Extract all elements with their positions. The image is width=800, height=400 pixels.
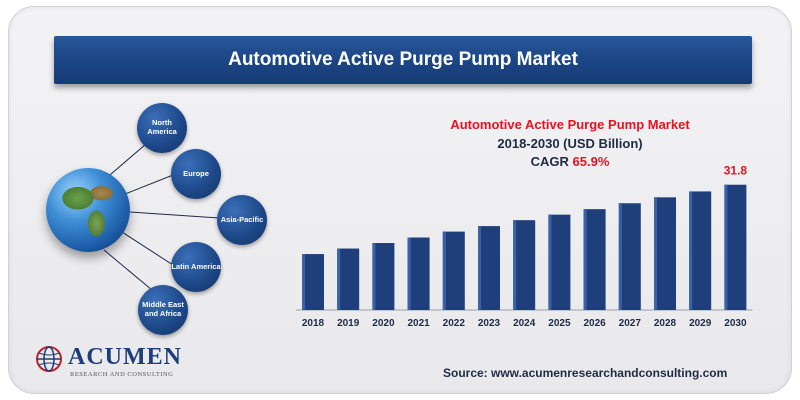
x-tick-label-2019: 2019 bbox=[337, 318, 360, 329]
x-tick-label-2021: 2021 bbox=[407, 318, 430, 329]
x-tick-label-2024: 2024 bbox=[513, 318, 536, 329]
logo-tagline: RESEARCH AND CONSULTING bbox=[70, 371, 174, 378]
bar-highlight-2022 bbox=[442, 231, 446, 310]
acumen-logo: ACUMEN RESEARCH AND CONSULTING bbox=[34, 342, 194, 382]
region-latin-america: Latin America bbox=[171, 242, 221, 292]
bar-highlight-2027 bbox=[618, 203, 622, 310]
region-north-america: North America bbox=[137, 103, 187, 153]
x-tick-label-2027: 2027 bbox=[619, 318, 642, 329]
region-middle-east-africa: Middle East and Africa bbox=[138, 285, 188, 335]
x-tick-label-2029: 2029 bbox=[689, 318, 712, 329]
chart-subtitle: 2018-2030 (USD Billion) bbox=[497, 136, 643, 151]
x-tick-label-2022: 2022 bbox=[443, 318, 466, 329]
bar-2030 bbox=[724, 184, 747, 310]
bar-highlight-2025 bbox=[548, 214, 552, 310]
x-tick-label-2028: 2028 bbox=[654, 318, 677, 329]
bar-highlight-2026 bbox=[583, 209, 587, 310]
banner-title: Automotive Active Purge Pump Market bbox=[54, 36, 752, 84]
x-tick-label-2025: 2025 bbox=[548, 318, 571, 329]
cagr-label: CAGR bbox=[530, 154, 569, 169]
x-tick-label-2020: 2020 bbox=[372, 318, 395, 329]
chart-cagr: CAGR 65.9% bbox=[420, 154, 720, 169]
bar-2024 bbox=[513, 220, 536, 310]
x-tick-label-2023: 2023 bbox=[478, 318, 501, 329]
connector-asia-pacific bbox=[129, 211, 220, 219]
region-europe: Europe bbox=[171, 149, 221, 199]
bar-2027 bbox=[618, 203, 641, 310]
bar-highlight-2024 bbox=[513, 220, 517, 310]
globe-logo-icon bbox=[36, 346, 62, 372]
bar-2025 bbox=[548, 214, 571, 310]
bar-2029 bbox=[689, 191, 712, 310]
x-tick-label-2018: 2018 bbox=[302, 318, 325, 329]
connector-europe bbox=[119, 174, 174, 197]
source-text: Source: www.acumenresearchandconsulting.… bbox=[443, 366, 728, 380]
bar-2022 bbox=[442, 231, 465, 310]
bar-2020 bbox=[372, 243, 395, 310]
bar-2018 bbox=[302, 254, 324, 310]
chart-title: Automotive Active Purge Pump Market bbox=[450, 117, 690, 132]
bar-highlight-2020 bbox=[372, 243, 376, 310]
bar-highlight-2023 bbox=[478, 226, 481, 310]
globe-icon bbox=[46, 168, 130, 252]
bar-2026 bbox=[583, 209, 606, 310]
connector-latin-america bbox=[121, 231, 174, 266]
bar-highlight-2028 bbox=[654, 197, 657, 310]
connector-middle-east-africa bbox=[103, 249, 153, 291]
bar-highlight-2019 bbox=[337, 248, 341, 310]
bar-2019 bbox=[337, 248, 360, 310]
bar-highlight-2030 bbox=[724, 184, 728, 310]
data-label-2030: 31.8 bbox=[724, 164, 748, 178]
x-tick-label-2030: 2030 bbox=[724, 318, 747, 329]
logo-name: ACUMEN bbox=[68, 344, 182, 370]
cagr-value: 65.9% bbox=[572, 154, 610, 169]
bar-2023 bbox=[478, 226, 500, 310]
bar-2021 bbox=[407, 237, 430, 310]
bar-highlight-2021 bbox=[407, 237, 411, 310]
bar-2028 bbox=[654, 197, 676, 310]
x-tick-label-2026: 2026 bbox=[583, 318, 606, 329]
region-asia-pacific: Asia-Pacific bbox=[217, 195, 267, 245]
bar-highlight-2029 bbox=[689, 191, 693, 310]
bar-highlight-2018 bbox=[302, 254, 305, 310]
